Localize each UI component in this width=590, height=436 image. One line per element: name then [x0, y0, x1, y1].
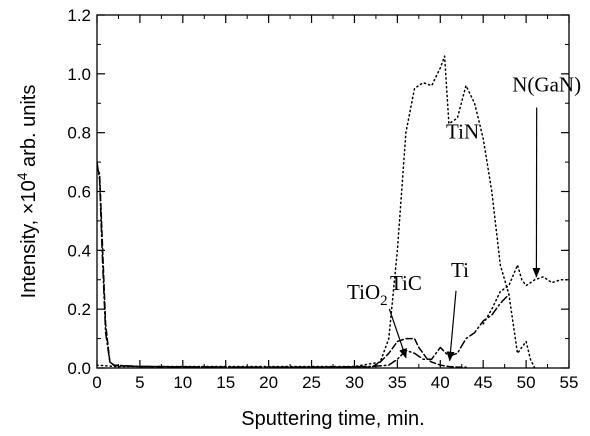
x-tick-label: 25 [302, 373, 321, 392]
y-tick-label: 0.6 [67, 183, 91, 202]
series-line-ti [97, 161, 510, 368]
y-axis-label-prefix: Intensity, ×10 [18, 180, 40, 298]
y-tick-label: 0.8 [67, 124, 91, 143]
annotation-arrow-ti [446, 290, 457, 362]
x-tick-label: 0 [92, 373, 101, 392]
y-tick-label: 1.0 [67, 65, 91, 84]
y-tick-label: 1.2 [67, 6, 91, 25]
y-axis-label-suffix: arb. units [18, 85, 40, 173]
series-line-tic [97, 167, 467, 368]
series-group [97, 55, 569, 368]
x-tick-label: 5 [135, 373, 144, 392]
x-tick-label: 20 [259, 373, 278, 392]
y-tick-label: 0.0 [67, 359, 91, 378]
annotation-subscript: 2 [380, 293, 388, 309]
x-axis-label: Sputtering time, min. [241, 408, 424, 430]
annotation-ti: Ti [451, 258, 469, 282]
annotation-text: Ti [451, 258, 469, 282]
y-tick-label: 0.2 [67, 300, 91, 319]
annotation-arrow-tio [388, 308, 407, 359]
x-tick-label: 15 [216, 373, 235, 392]
y-axis-label-exponent: 4 [14, 172, 30, 180]
x-tick-label: 45 [474, 373, 493, 392]
annotation-tic: TiC [390, 271, 422, 295]
annotation-text: TiN [446, 120, 479, 144]
annotation-tio: TiO2 [347, 280, 388, 309]
plot-frame [96, 14, 570, 369]
annotation-n-gan: N(GaN) [512, 72, 581, 96]
series-line-n-gan [482, 264, 569, 325]
y-axis-label: Intensity, ×104 arb. units [14, 85, 40, 299]
x-tick-label: 50 [517, 373, 536, 392]
x-tick-label: 35 [388, 373, 407, 392]
y-tick-label: 0.4 [67, 241, 91, 260]
annotation-text: TiC [390, 271, 422, 295]
x-tick-label: 10 [173, 373, 192, 392]
x-tick-label: 40 [431, 373, 450, 392]
annotation-text: TiO [347, 280, 380, 304]
annotation-tin: TiN [446, 120, 479, 144]
annotation-text: N(GaN) [512, 72, 581, 96]
x-tick-label: 55 [560, 373, 579, 392]
series-line-tin [97, 55, 536, 368]
x-tick-label: 30 [345, 373, 364, 392]
